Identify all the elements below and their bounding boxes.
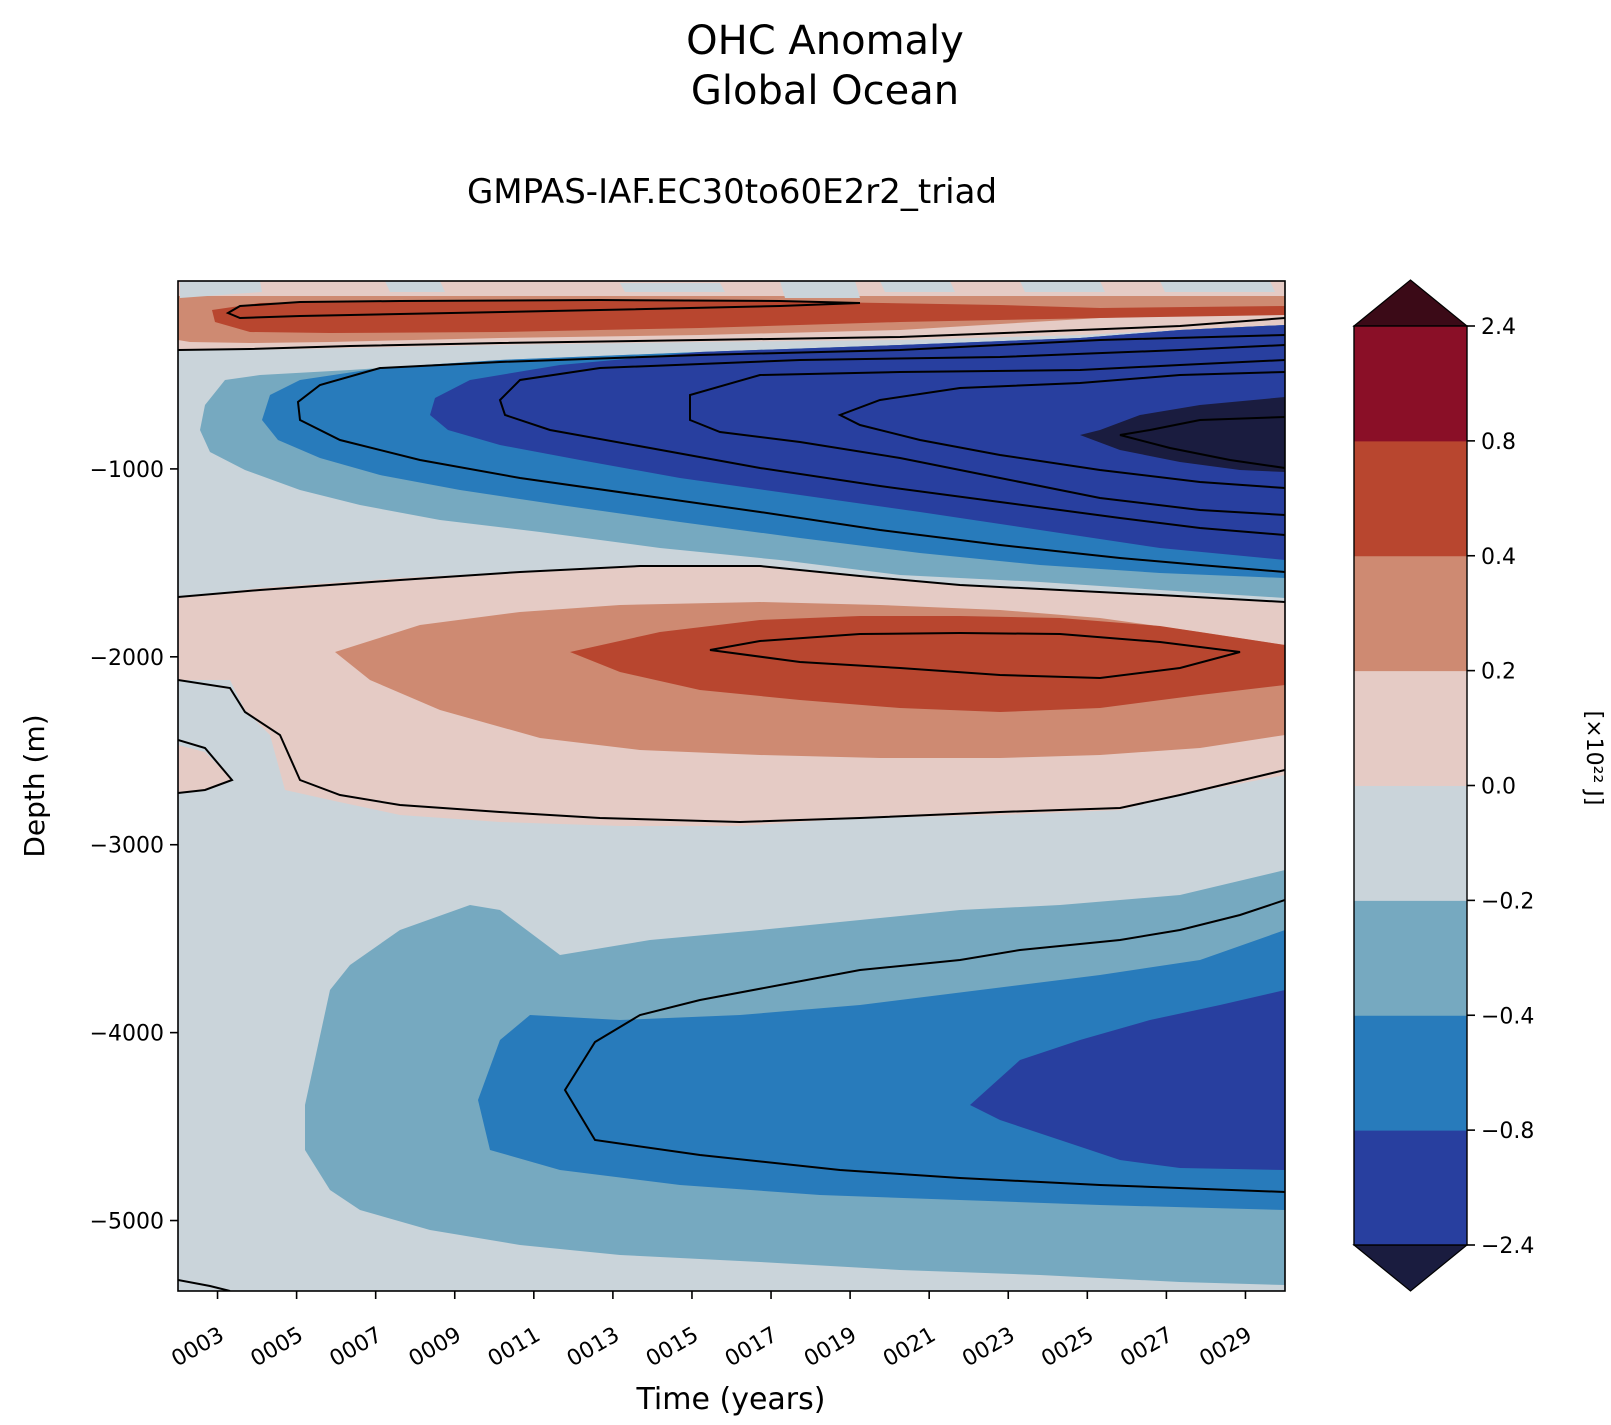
surface-patches — [180, 281, 1275, 298]
colorbar-label: [×10²² J] — [1581, 711, 1606, 806]
surface-patch — [1020, 281, 1105, 292]
colorbar-tick-label: −0.8 — [1481, 1119, 1534, 1144]
surface-patch — [880, 281, 955, 292]
surface-patch — [180, 281, 262, 298]
contour-lines — [178, 298, 1285, 1291]
deep-lobe-core — [970, 990, 1285, 1170]
colorbar: −2.4 −0.8 −0.4 −0.2 0.0 0.2 0.4 0.8 2.4 — [1352, 279, 1534, 1292]
colorbar-tick-label: 0.4 — [1481, 545, 1516, 570]
mid-band-hot — [570, 616, 1285, 712]
upper-lobe-extreme — [1080, 397, 1285, 472]
surface-patch — [1160, 281, 1275, 292]
contour-line — [178, 317, 1285, 351]
colorbar-bin — [1354, 555, 1467, 672]
y-tick-label: −2000 — [90, 646, 164, 671]
contour-line — [1119, 416, 1285, 469]
x-tick-label: 0015 — [642, 1323, 703, 1373]
x-tick-label: 0019 — [800, 1323, 861, 1373]
contour-plot — [178, 281, 1285, 1291]
contour-line — [178, 1279, 231, 1291]
colorbar-bin — [1354, 900, 1467, 1016]
contour-line — [178, 679, 1285, 824]
colorbar-bin — [1354, 440, 1467, 557]
colorbar-tick-label: −2.4 — [1481, 1234, 1534, 1259]
y-tick-label: −4000 — [90, 1022, 164, 1047]
x-tick-label: 0003 — [168, 1323, 229, 1373]
x-tick-label: 0007 — [326, 1323, 387, 1373]
contour-line — [563, 899, 1285, 1193]
contour-line — [837, 371, 1285, 489]
y-tick-label: −5000 — [90, 1210, 164, 1235]
surface-patch — [385, 281, 445, 292]
colorbar-tick-label: −0.2 — [1481, 889, 1534, 914]
x-tick-label: 0017 — [721, 1323, 782, 1373]
x-axis-label: Time (years) — [636, 1382, 826, 1417]
colorbar-bin — [1354, 670, 1467, 786]
x-tick-label: 0011 — [484, 1323, 545, 1373]
contour-line — [178, 565, 1285, 603]
contour-line — [296, 334, 1285, 573]
contour-line — [178, 739, 234, 794]
x-tick-label: 0023 — [958, 1323, 1019, 1373]
contour-line — [709, 631, 1241, 680]
y-tick-label: −1000 — [90, 458, 164, 483]
colorbar-tick-label: −0.4 — [1481, 1004, 1534, 1029]
surface-band-hot — [212, 300, 1285, 333]
chart-title: OHC Anomaly — [686, 18, 964, 64]
chart-subtitle: Global Ocean — [691, 68, 959, 114]
colorbar-bin — [1354, 326, 1467, 442]
y-axis-label: Depth (m) — [18, 714, 51, 857]
colorbar-tick-label: 0.0 — [1481, 775, 1516, 800]
x-axis: 0003 0005 0007 0009 0011 0013 0015 0017 0019 0021… — [168, 1291, 1256, 1373]
y-tick-label: −3000 — [90, 834, 164, 859]
x-tick-label: 0021 — [879, 1323, 940, 1373]
x-tick-label: 0027 — [1116, 1323, 1177, 1373]
surface-patch — [780, 281, 860, 298]
colorbar-bin — [1354, 1015, 1467, 1131]
x-tick-label: 0005 — [247, 1323, 308, 1373]
colorbar-extend-min — [1352, 1244, 1469, 1292]
x-tick-label: 0029 — [1195, 1323, 1256, 1373]
colorbar-extend-max — [1352, 279, 1469, 327]
y-axis: −1000 −2000 −3000 −4000 −5000 — [90, 458, 178, 1235]
colorbar-tick-label: 2.4 — [1481, 315, 1516, 340]
contour-line — [498, 344, 1285, 536]
colorbar-bin — [1354, 785, 1467, 901]
surface-patch — [620, 283, 725, 292]
colorbar-tick-label: 0.8 — [1481, 430, 1516, 455]
contour-line — [689, 359, 1285, 516]
plot-frame — [177, 280, 1286, 1292]
x-tick-label: 0013 — [563, 1323, 624, 1373]
colorbar-tick-label: 0.2 — [1481, 660, 1516, 685]
x-tick-label: 0009 — [405, 1323, 466, 1373]
colorbar-bin — [1354, 1130, 1467, 1246]
x-tick-label: 0025 — [1037, 1323, 1098, 1373]
contour-line — [225, 298, 861, 320]
run-name: GMPAS-IAF.EC30to60E2r2_triad — [467, 172, 997, 212]
mid-band-pale-left — [178, 745, 232, 792]
